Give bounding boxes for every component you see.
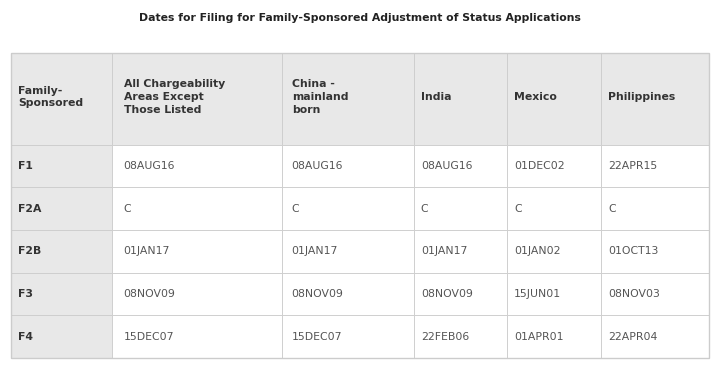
Bar xyxy=(11,315,112,358)
Bar xyxy=(414,315,508,358)
Text: 01JAN17: 01JAN17 xyxy=(292,246,338,256)
Bar xyxy=(11,187,112,230)
Bar xyxy=(112,145,282,187)
Bar xyxy=(282,315,414,358)
Text: F4: F4 xyxy=(18,332,33,341)
Bar xyxy=(112,315,282,358)
Text: Philippines: Philippines xyxy=(608,92,675,102)
Text: 08AUG16: 08AUG16 xyxy=(420,161,472,171)
Text: 01OCT13: 01OCT13 xyxy=(608,246,659,256)
Bar xyxy=(600,53,709,145)
Text: F3: F3 xyxy=(18,289,33,299)
Bar xyxy=(112,273,282,315)
Text: F2B: F2B xyxy=(18,246,41,256)
Text: F2A: F2A xyxy=(18,203,41,213)
Bar xyxy=(282,145,414,187)
Bar xyxy=(112,187,282,230)
Text: China -
mainland
born: China - mainland born xyxy=(292,79,348,115)
Bar xyxy=(282,230,414,273)
Text: C: C xyxy=(292,203,300,213)
Text: 08AUG16: 08AUG16 xyxy=(292,161,343,171)
Bar xyxy=(414,145,508,187)
Text: 01JAN17: 01JAN17 xyxy=(124,246,170,256)
Text: 15DEC07: 15DEC07 xyxy=(292,332,342,341)
Bar xyxy=(11,145,112,187)
Text: 08NOV03: 08NOV03 xyxy=(608,289,660,299)
Text: C: C xyxy=(514,203,521,213)
Text: 01APR01: 01APR01 xyxy=(514,332,564,341)
Bar xyxy=(600,145,709,187)
Text: 15JUN01: 15JUN01 xyxy=(514,289,561,299)
Bar xyxy=(508,315,600,358)
Bar xyxy=(508,230,600,273)
Bar xyxy=(282,187,414,230)
Text: F1: F1 xyxy=(18,161,32,171)
Bar xyxy=(112,230,282,273)
Text: Mexico: Mexico xyxy=(514,92,557,102)
Bar xyxy=(282,273,414,315)
Text: Dates for Filing for Family-Sponsored Adjustment of Status Applications: Dates for Filing for Family-Sponsored Ad… xyxy=(139,13,581,23)
Bar xyxy=(600,273,709,315)
Bar xyxy=(508,53,600,145)
Text: 08AUG16: 08AUG16 xyxy=(124,161,175,171)
Text: 15DEC07: 15DEC07 xyxy=(124,332,174,341)
Bar xyxy=(508,145,600,187)
Bar xyxy=(11,273,112,315)
Text: Family-
Sponsored: Family- Sponsored xyxy=(18,86,83,108)
Bar xyxy=(414,230,508,273)
Bar xyxy=(11,53,112,145)
Bar xyxy=(11,230,112,273)
Text: 01JAN02: 01JAN02 xyxy=(514,246,560,256)
Text: 01DEC02: 01DEC02 xyxy=(514,161,564,171)
Bar xyxy=(112,53,282,145)
Bar xyxy=(414,187,508,230)
Text: C: C xyxy=(420,203,428,213)
Text: 22APR04: 22APR04 xyxy=(608,332,657,341)
Text: C: C xyxy=(124,203,131,213)
Text: 08NOV09: 08NOV09 xyxy=(420,289,473,299)
Bar xyxy=(508,187,600,230)
Bar xyxy=(414,273,508,315)
Bar xyxy=(11,53,709,358)
Text: All Chargeability
Areas Except
Those Listed: All Chargeability Areas Except Those Lis… xyxy=(124,79,225,115)
Bar xyxy=(600,315,709,358)
Text: C: C xyxy=(608,203,616,213)
Text: 08NOV09: 08NOV09 xyxy=(292,289,343,299)
Text: 22APR15: 22APR15 xyxy=(608,161,657,171)
Text: India: India xyxy=(420,92,451,102)
Text: 08NOV09: 08NOV09 xyxy=(124,289,176,299)
Bar xyxy=(600,187,709,230)
Text: 01JAN17: 01JAN17 xyxy=(420,246,467,256)
Bar xyxy=(282,53,414,145)
Bar xyxy=(414,53,508,145)
Bar xyxy=(600,230,709,273)
Bar xyxy=(508,273,600,315)
Text: 22FEB06: 22FEB06 xyxy=(420,332,469,341)
